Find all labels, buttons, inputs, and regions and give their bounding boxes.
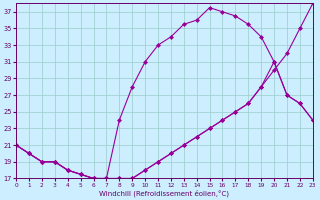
X-axis label: Windchill (Refroidissement éolien,°C): Windchill (Refroidissement éolien,°C) <box>100 189 229 197</box>
